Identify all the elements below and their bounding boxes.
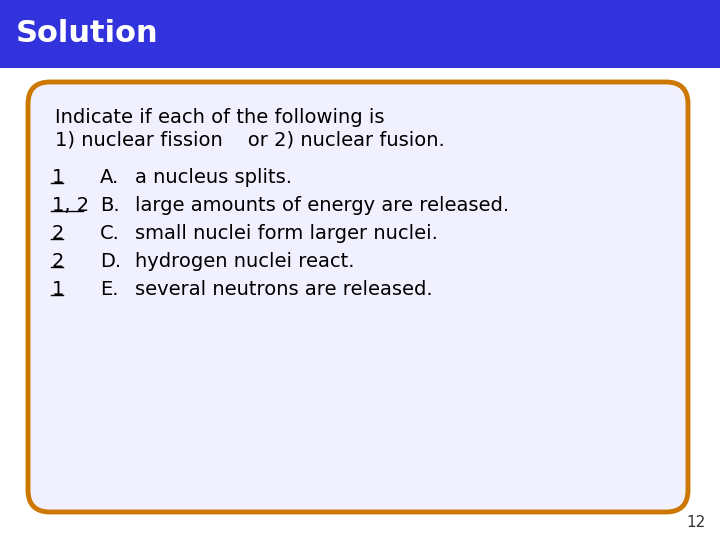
Text: 1: 1 — [52, 280, 64, 299]
Text: several neutrons are released.: several neutrons are released. — [135, 280, 433, 299]
Text: C.: C. — [100, 224, 120, 243]
Text: 12: 12 — [687, 515, 706, 530]
Text: 2: 2 — [52, 224, 64, 243]
Text: hydrogen nuclei react.: hydrogen nuclei react. — [135, 252, 354, 271]
Text: 1: 1 — [52, 168, 64, 187]
Text: 2: 2 — [52, 252, 64, 271]
Text: 1, 2: 1, 2 — [52, 196, 89, 215]
Text: Indicate if each of the following is: Indicate if each of the following is — [55, 108, 384, 127]
Text: a nucleus splits.: a nucleus splits. — [135, 168, 292, 187]
FancyBboxPatch shape — [28, 82, 688, 512]
Text: small nuclei form larger nuclei.: small nuclei form larger nuclei. — [135, 224, 438, 243]
Bar — [0, 0, 720, 68]
Text: A.: A. — [100, 168, 120, 187]
Text: large amounts of energy are released.: large amounts of energy are released. — [135, 196, 509, 215]
Text: D.: D. — [100, 252, 121, 271]
Text: B.: B. — [100, 196, 120, 215]
Text: Solution: Solution — [16, 19, 158, 49]
Text: 1) nuclear fission    or 2) nuclear fusion.: 1) nuclear fission or 2) nuclear fusion. — [55, 130, 445, 149]
Text: E.: E. — [100, 280, 119, 299]
